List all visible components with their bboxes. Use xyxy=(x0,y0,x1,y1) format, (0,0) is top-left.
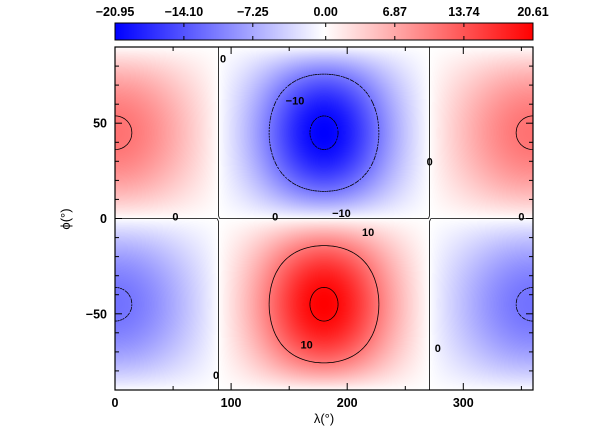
colorbar: −20.95 −14.10 −7.25 0.00 6.87 13.74 20.61 xyxy=(96,5,549,41)
contour-labels: 0 −10 0 0 0 −10 10 0 10 0 0 xyxy=(172,53,524,381)
x-tick-label: 200 xyxy=(337,396,358,410)
y-tick-label: 0 xyxy=(100,212,107,226)
y-tick-label: 50 xyxy=(93,117,107,131)
contour-level-10 xyxy=(114,115,534,364)
contour-level-20 xyxy=(309,287,339,322)
contour-label: 0 xyxy=(435,343,441,355)
colorbar-tick-labels: −20.95 −14.10 −7.25 0.00 6.87 13.74 20.61 xyxy=(96,5,549,19)
contour-label: 0 xyxy=(213,370,219,382)
contour-label: 10 xyxy=(300,339,312,351)
contour-label: −10 xyxy=(286,95,305,107)
x-tick-label: 300 xyxy=(453,396,474,410)
contour-label: 0 xyxy=(272,212,278,224)
contour-label: 10 xyxy=(362,227,374,239)
colorbar-tick-label: 20.61 xyxy=(517,5,548,19)
contour-level--20 xyxy=(309,115,339,150)
contour-level-0 xyxy=(115,47,533,390)
contour-level--10 xyxy=(114,73,534,322)
x-tick-labels: 0 100 200 300 xyxy=(112,396,474,410)
colorbar-tick-label: 6.87 xyxy=(383,5,407,19)
y-tick-labels: 50 0 −50 xyxy=(86,117,107,322)
x-axis-label: λ(°) xyxy=(314,411,334,426)
contour-label: −10 xyxy=(332,208,351,220)
y-tick-label: −50 xyxy=(86,307,107,321)
contour-label: 0 xyxy=(172,212,178,224)
colorbar-tick-label: −14.10 xyxy=(165,5,204,19)
colorbar-gradient xyxy=(114,22,534,41)
colorbar-tick-label: −7.25 xyxy=(237,5,269,19)
contour-label: 0 xyxy=(518,212,524,224)
axis-ticks xyxy=(114,47,533,390)
x-tick-label: 0 xyxy=(112,396,119,410)
x-tick-label: 100 xyxy=(221,396,242,410)
colorbar-tick-label: 13.74 xyxy=(448,5,479,19)
contour-label: 0 xyxy=(220,53,226,65)
contour-label: 0 xyxy=(427,156,433,168)
colorbar-tick-label: −20.95 xyxy=(96,5,135,19)
y-axis-label: ϕ(°) xyxy=(58,208,73,229)
colorbar-tick-label: 0.00 xyxy=(314,5,338,19)
colorbar-ticks xyxy=(114,23,534,40)
contour-lines xyxy=(114,47,534,390)
